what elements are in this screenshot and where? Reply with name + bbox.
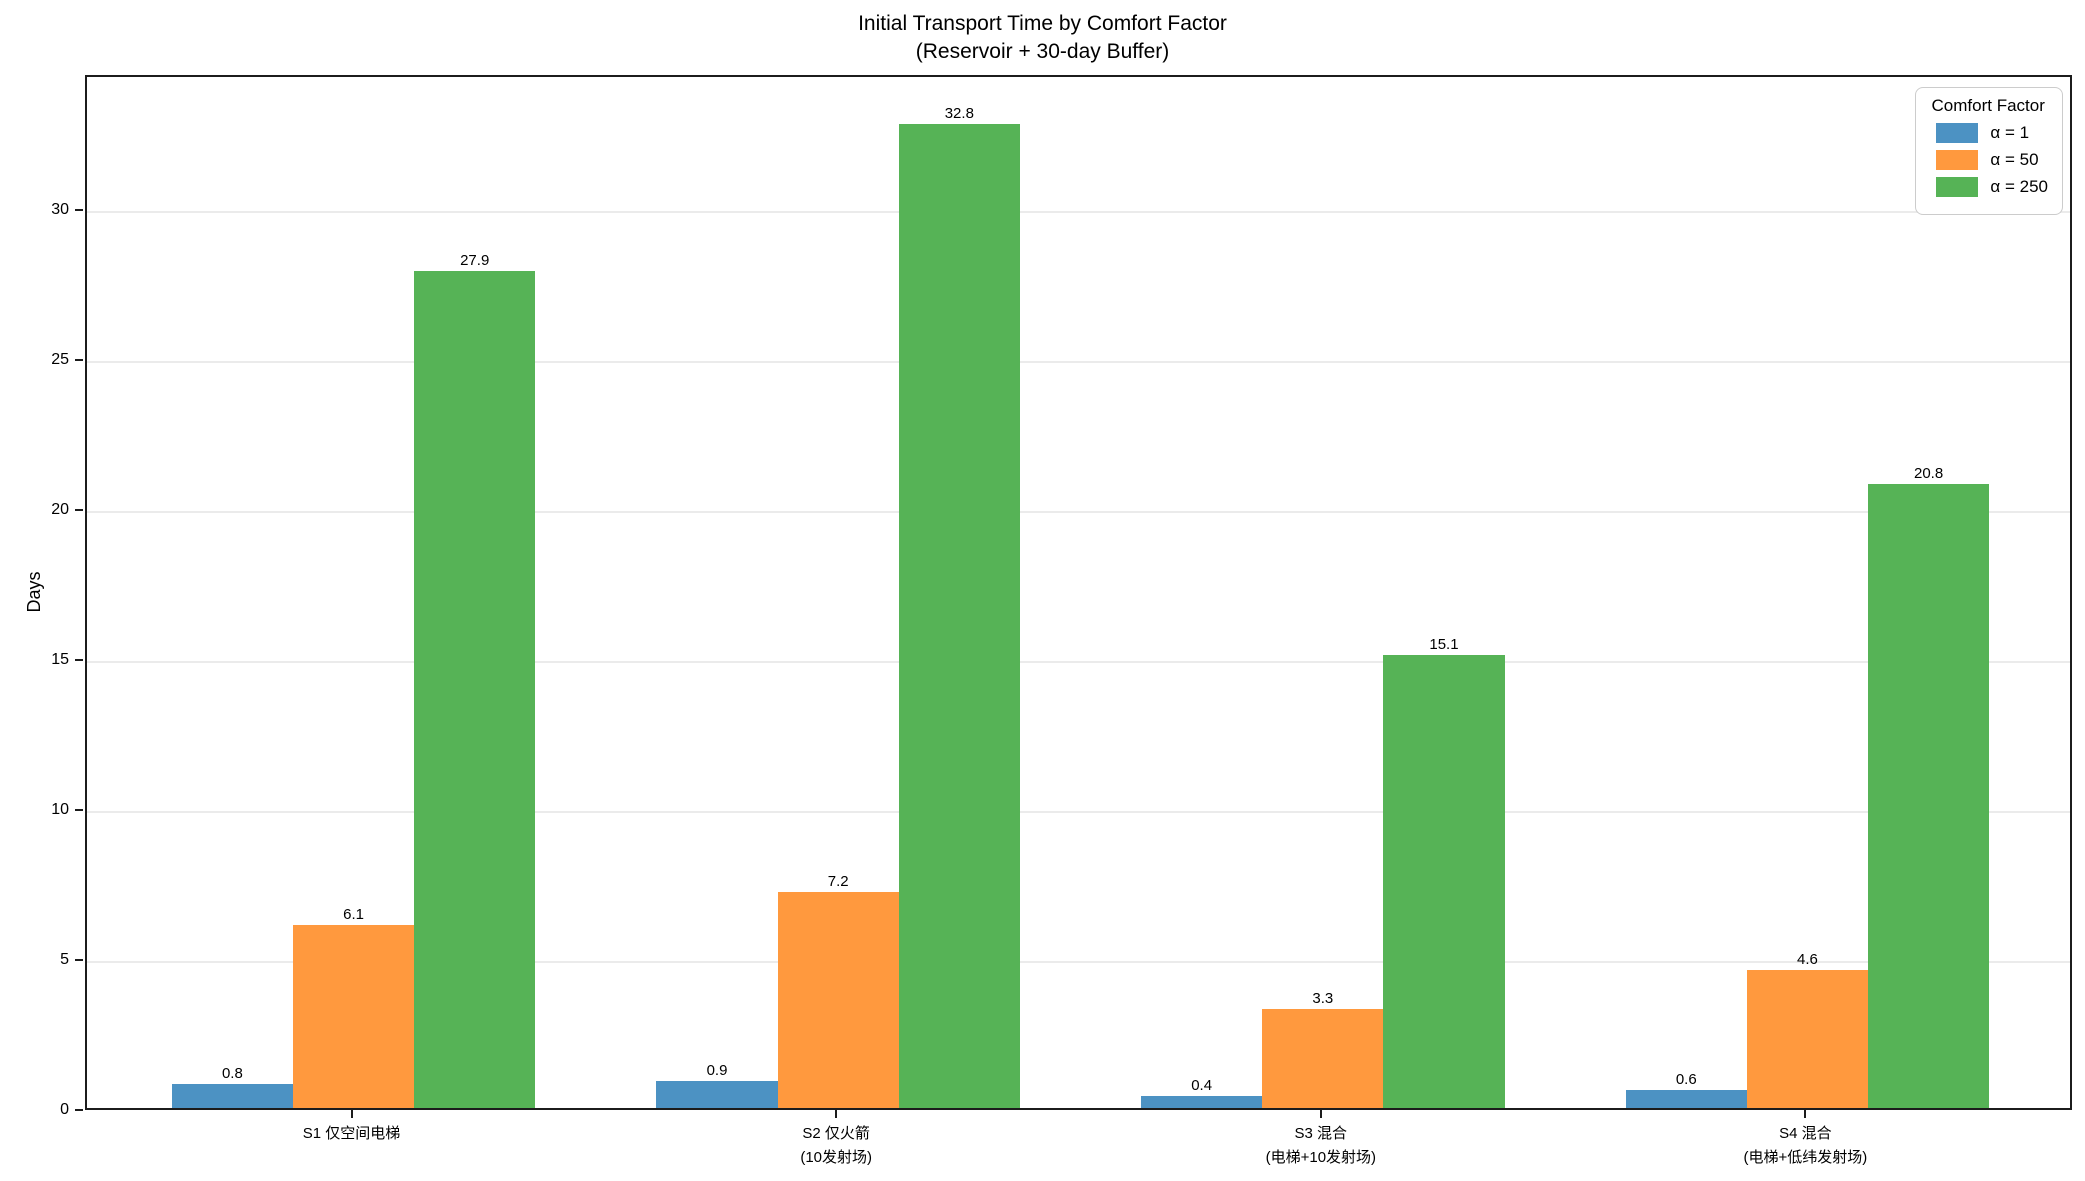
y-axis-label: Days — [24, 571, 45, 613]
y-tick-mark — [75, 509, 83, 511]
y-tick-label: 0 — [60, 1101, 69, 1118]
bar-value-label: 0.6 — [1675, 1071, 1697, 1088]
x-tick-mark — [350, 1110, 353, 1118]
bar-α = 1-cat4 — [1625, 1090, 1747, 1108]
bar-value-label: 3.3 — [1312, 990, 1334, 1007]
x-tick-label-line: (10发射场) — [800, 1149, 873, 1166]
y-tick-label: 25 — [51, 351, 69, 368]
y-tick-mark — [75, 959, 83, 961]
bar-value-label: 0.8 — [221, 1065, 243, 1082]
x-tick-mark — [1319, 1110, 1322, 1118]
y-tick-mark — [75, 1109, 83, 1111]
y-tick-mark — [75, 209, 83, 211]
bar-α = 50-cat3 — [1262, 1009, 1384, 1108]
bar-value-label: 15.1 — [1429, 636, 1459, 653]
bar-α = 50-cat4 — [1746, 970, 1869, 1108]
x-tick-label-line: S2 仅火箭 — [802, 1125, 870, 1142]
legend-title: Comfort Factor — [1931, 96, 2045, 115]
legend-item: α = 50 — [1928, 150, 2048, 170]
x-tick-label-line: (电梯+10发射场) — [1265, 1149, 1377, 1166]
y-tick-mark — [75, 659, 83, 661]
bar-value-label: 6.1 — [343, 906, 364, 923]
chart-title: Initial Transport Time by Comfort Factor… — [0, 10, 2085, 66]
x-tick-label-line: S1 仅空间电梯 — [302, 1125, 401, 1142]
bar-value-label: 20.8 — [1914, 465, 1944, 482]
y-tick-label: 15 — [51, 651, 69, 668]
bar-α = 50-cat2 — [777, 892, 899, 1108]
gridline — [87, 361, 2070, 363]
bar-α = 1-cat3 — [1141, 1096, 1263, 1108]
x-tick-mark — [1804, 1110, 1807, 1118]
gridline — [87, 211, 2070, 213]
legend-label: α = 50 — [1990, 150, 2039, 169]
y-tick-label: 20 — [51, 501, 69, 518]
legend-item: α = 250 — [1928, 177, 2048, 197]
gridline — [87, 511, 2070, 513]
bar-value-label: 32.8 — [944, 105, 974, 122]
x-tick-mark — [835, 1110, 838, 1118]
x-tick-label: S3 混合 (电梯+10发射场) — [1111, 1122, 1531, 1170]
gridline — [87, 811, 2070, 813]
bar-value-label: 7.2 — [827, 873, 849, 890]
x-tick-label-line: S4 混合 — [1779, 1125, 1832, 1142]
bar-α = 1-cat2 — [656, 1081, 778, 1108]
bar-α = 250-cat2 — [898, 124, 1020, 1108]
x-tick-label: S1 仅空间电梯 — [142, 1122, 562, 1146]
gridline — [87, 661, 2070, 663]
legend-swatch-icon — [1936, 177, 1979, 197]
y-tick-label: 10 — [51, 801, 69, 818]
legend-swatch-icon — [1936, 123, 1979, 143]
bar-α = 250-cat4 — [1868, 484, 1990, 1108]
gridline — [87, 961, 2070, 963]
y-tick-label: 5 — [60, 951, 69, 968]
bar-value-label: 27.9 — [460, 252, 490, 269]
plot-area: 0.8 0.9 0.4 0.6 6.1 7.2 3.3 4.6 27.9 32.8 15.1 20.8… — [85, 75, 2072, 1110]
x-tick-label-line: (电梯+低纬发射场) — [1743, 1149, 1868, 1166]
x-tick-label-line: S3 混合 — [1294, 1125, 1348, 1142]
bar-value-label: 4.6 — [1797, 951, 1818, 968]
bar-value-label: 0.4 — [1191, 1077, 1213, 1094]
legend-items: α = 1 α = 50 α = 250 — [1928, 123, 2048, 197]
bar-α = 250-cat1 — [414, 271, 536, 1108]
y-tick-label: 30 — [51, 201, 69, 218]
bar-α = 250-cat3 — [1383, 655, 1505, 1108]
chart-title-line2: (Reservoir + 30-day Buffer) — [915, 40, 1170, 63]
chart-title-line1: Initial Transport Time by Comfort Factor — [858, 12, 1227, 35]
bar-value-label: 0.9 — [706, 1062, 728, 1079]
legend-item: α = 1 — [1928, 123, 2048, 143]
bar-α = 1-cat1 — [171, 1084, 293, 1108]
bar-α = 50-cat1 — [292, 925, 415, 1108]
legend-swatch-icon — [1936, 150, 1979, 170]
legend-label: α = 250 — [1990, 177, 2048, 196]
x-tick-label: S4 混合 (电梯+低纬发射场) — [1595, 1122, 2015, 1170]
y-tick-mark — [75, 809, 83, 811]
y-tick-mark — [75, 359, 83, 361]
legend-label: α = 1 — [1990, 123, 2030, 142]
legend: Comfort Factor α = 1 α = 50 α = 250 — [1915, 87, 2063, 215]
x-tick-label: S2 仅火箭 (10发射场) — [626, 1122, 1046, 1170]
